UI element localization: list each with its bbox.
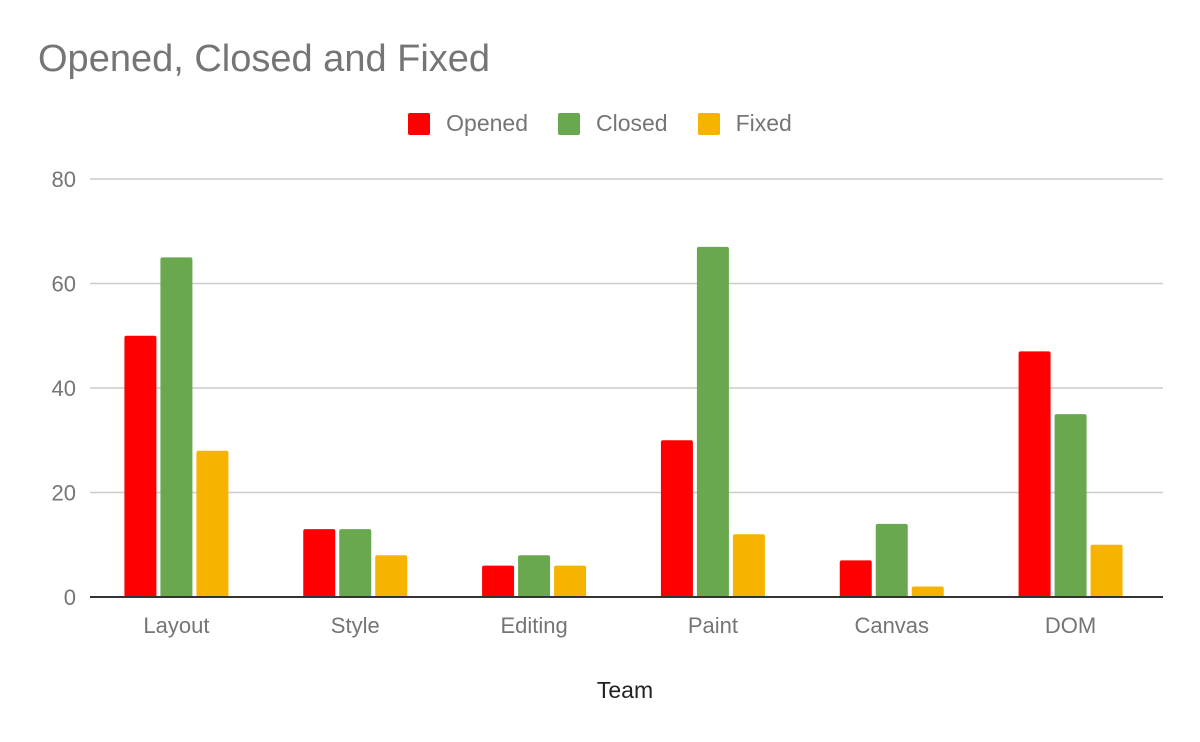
bar-fixed-paint xyxy=(732,534,765,597)
legend-swatch-fixed xyxy=(697,112,720,135)
bar-fixed-dom xyxy=(1090,544,1123,597)
bar-closed-paint xyxy=(696,246,729,598)
bar-opened-canvas xyxy=(839,560,872,597)
bar-opened-dom xyxy=(1018,351,1051,597)
y-tick-label: 40 xyxy=(52,376,76,401)
legend-swatch-opened xyxy=(408,112,431,135)
bar-fixed-editing xyxy=(554,565,587,597)
legend-item-fixed[interactable]: Fixed xyxy=(697,110,792,137)
bar-fixed-style xyxy=(375,555,408,597)
bar-opened-paint xyxy=(660,440,693,597)
x-tick-label: Style xyxy=(331,613,380,638)
bar-closed-dom xyxy=(1054,414,1087,597)
y-tick-label: 60 xyxy=(52,272,76,297)
bar-opened-layout xyxy=(124,335,157,597)
legend-item-closed[interactable]: Closed xyxy=(558,110,668,137)
bar-closed-editing xyxy=(518,555,551,597)
legend-label-closed: Closed xyxy=(596,110,668,136)
y-tick-label: 20 xyxy=(52,481,76,506)
chart-legend: Opened Closed Fixed xyxy=(0,110,1200,137)
x-tick-label: DOM xyxy=(1045,613,1096,638)
legend-swatch-closed xyxy=(558,112,580,135)
x-tick-label: Canvas xyxy=(854,613,929,638)
bar-opened-editing xyxy=(482,565,515,597)
chart-title: Opened, Closed and Fixed xyxy=(38,38,491,80)
bar-opened-style xyxy=(303,529,336,597)
legend-label-fixed: Fixed xyxy=(735,110,792,136)
y-tick-label: 0 xyxy=(64,585,76,610)
bar-closed-layout xyxy=(160,257,193,597)
bar-closed-canvas xyxy=(875,523,908,597)
legend-item-opened[interactable]: Opened xyxy=(408,110,528,137)
legend-label-opened: Opened xyxy=(446,110,528,136)
bar-closed-style xyxy=(339,529,372,597)
bar-fixed-layout xyxy=(196,450,229,597)
x-axis-label: Team xyxy=(596,677,654,703)
x-tick-label: Layout xyxy=(143,613,209,638)
y-tick-label: 80 xyxy=(52,167,76,192)
x-tick-label: Editing xyxy=(500,613,567,638)
bar-fixed-canvas xyxy=(911,586,944,597)
x-tick-label: Paint xyxy=(688,613,738,638)
